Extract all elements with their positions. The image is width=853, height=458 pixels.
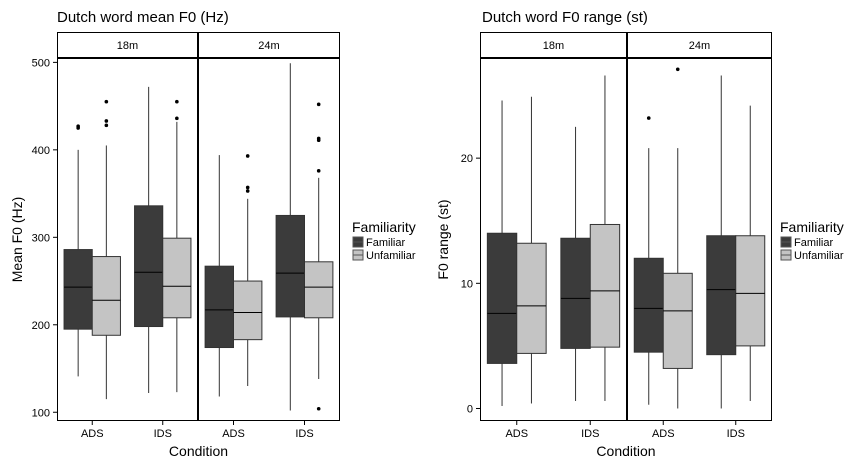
facet-strip-label: 18m (117, 40, 138, 52)
outlier-point (245, 185, 250, 190)
facet-strip-label: 24m (258, 40, 279, 52)
y-axis-title: Mean F0 (Hz) (9, 197, 25, 283)
box-ads-unfamiliar (662, 272, 693, 369)
y-tick-label: 400 (32, 145, 50, 157)
x-tick-label: ADS (652, 428, 675, 440)
legend-entry-label: Familiar (366, 237, 405, 249)
facet-strip (198, 32, 340, 58)
legend-entry-label: Familiar (794, 237, 833, 249)
box-ads-unfamiliar (233, 280, 263, 341)
x-tick-label: ADS (505, 428, 528, 440)
y-tick-label: 100 (32, 407, 50, 419)
outlier-point (245, 189, 250, 193)
box-ids-unfamiliar (162, 237, 192, 319)
legend-entry-label: Unfamiliar (794, 250, 844, 262)
box-ids-familiar (134, 205, 164, 328)
box-ads-familiar (486, 232, 518, 364)
y-tick-label: 0 (467, 403, 473, 415)
legend-title: Familiarity (780, 219, 844, 235)
outlier-point (76, 124, 80, 129)
outlier-point (316, 102, 321, 107)
facet-strip (627, 32, 772, 58)
y-tick-label: 500 (32, 57, 50, 69)
box-ads-familiar (204, 265, 235, 349)
x-tick-label: IDS (727, 428, 745, 440)
outlier-point (646, 116, 651, 120)
x-tick-label: IDS (295, 428, 313, 440)
box-ads-unfamiliar (516, 242, 547, 354)
box-ads-unfamiliar (91, 256, 121, 336)
chart-title: Dutch word mean F0 (Hz) (57, 9, 229, 26)
box-ads-familiar (63, 249, 93, 330)
x-tick-label: ADS (81, 428, 104, 440)
facet-strip-label: 24m (689, 40, 710, 52)
outlier-point (316, 136, 321, 141)
box-ids-unfamiliar (304, 261, 334, 319)
y-tick-label: 300 (32, 232, 50, 244)
outlier-point (104, 99, 109, 104)
panel-border (198, 58, 340, 421)
outlier-point (245, 154, 250, 158)
x-tick-label: IDS (581, 428, 599, 440)
outlier-point (104, 123, 109, 128)
y-axis-title: F0 range (st) (435, 199, 451, 279)
x-tick-label: IDS (154, 428, 172, 440)
chart-title: Dutch word F0 range (st) (482, 9, 648, 26)
y-tick-label: 10 (461, 278, 473, 290)
x-axis-title: Condition (596, 443, 655, 458)
box-ids-familiar (706, 235, 737, 356)
outlier-point (316, 169, 321, 173)
facet-strip (57, 32, 198, 58)
legend-title: Familiarity (352, 219, 416, 235)
x-axis-title: Condition (169, 443, 228, 458)
outlier-point (175, 99, 179, 104)
box-ids-familiar (275, 214, 306, 318)
facet-strip-label: 18m (543, 40, 564, 52)
y-tick-label: 20 (461, 153, 473, 165)
box-ids-unfamiliar (589, 223, 621, 348)
y-tick-label: 200 (32, 320, 50, 332)
outlier-point (316, 406, 321, 411)
x-tick-label: ADS (222, 428, 245, 440)
facet-strip (480, 32, 627, 58)
box-ids-familiar (560, 237, 591, 349)
outlier-point (104, 119, 109, 123)
outlier-point (175, 116, 179, 121)
legend-entry-label: Unfamiliar (366, 250, 416, 262)
box-ids-unfamiliar (735, 235, 766, 347)
box-ads-familiar (633, 257, 664, 353)
outlier-point (675, 67, 680, 72)
